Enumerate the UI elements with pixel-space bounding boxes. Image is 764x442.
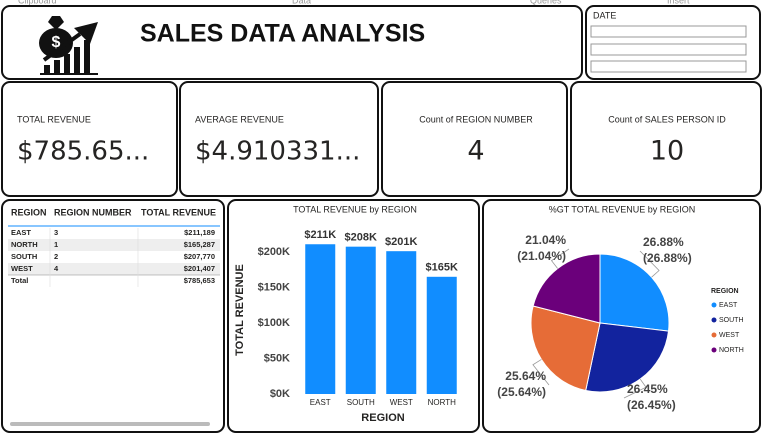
data-label: 25.64% [505, 369, 546, 383]
y-tick-label: $50K [264, 352, 290, 364]
card-label: TOTAL REVENUE [17, 114, 91, 124]
x-tick-label: EAST [310, 398, 331, 407]
card-value: $785.65... [17, 137, 149, 167]
slicer-title: DATE [593, 10, 616, 20]
table-panel [1, 199, 225, 433]
table-cell: $165,287 [184, 240, 215, 249]
data-label: $201K [385, 236, 417, 248]
bar [426, 276, 457, 394]
card-label: AVERAGE REVENUE [195, 114, 284, 124]
ribbon-label[interactable]: Data [292, 0, 311, 5]
table-cell: 3 [54, 228, 58, 237]
legend-swatch [711, 347, 717, 353]
scrollbar[interactable] [10, 422, 210, 426]
table-cell: WEST [11, 264, 33, 273]
bar [305, 244, 336, 394]
data-label: (21.04%) [517, 249, 566, 263]
table-cell: 4 [54, 264, 59, 273]
legend-title: REGION [711, 288, 739, 295]
table-header: REGION [11, 207, 47, 217]
table-cell: 2 [54, 252, 58, 261]
card-panel [1, 81, 178, 197]
ribbon-label[interactable]: Clipboard [18, 0, 57, 5]
chart-title: %GT TOTAL REVENUE by REGION [549, 204, 696, 214]
legend-label: SOUTH [719, 317, 744, 324]
legend-swatch [711, 302, 717, 308]
legend-swatch [711, 317, 717, 323]
row-band [8, 263, 220, 275]
table-cell: SOUTH [11, 252, 37, 261]
table-cell: NORTH [11, 240, 38, 249]
y-tick-label: $200K [258, 246, 290, 258]
table-cell: $201,407 [184, 264, 215, 273]
pie-slice [585, 322, 670, 393]
bar [345, 246, 376, 394]
legend-label: WEST [719, 332, 740, 339]
header-title: SALES DATA ANALYSIS [140, 20, 425, 48]
x-tick-label: NORTH [428, 398, 457, 407]
card-label: Count of REGION NUMBER [419, 114, 533, 124]
card-label: Count of SALES PERSON ID [608, 114, 726, 124]
data-label: 26.88% [643, 235, 684, 249]
data-label: (26.45%) [627, 398, 676, 412]
ribbon-label[interactable]: Insert [667, 0, 690, 5]
legend-label: NORTH [719, 347, 744, 354]
table-cell: $211,189 [184, 228, 215, 237]
data-label: $211K [304, 229, 336, 241]
leader-line [532, 359, 550, 386]
data-label: $208K [345, 232, 377, 244]
pie-slice [599, 253, 670, 332]
pie-chart: %GT TOTAL REVENUE by REGION 26.88% (26.88%… [497, 204, 743, 412]
y-axis-title: TOTAL REVENUE [234, 264, 246, 356]
svg-text:$: $ [52, 34, 61, 51]
card-value: 4 [467, 136, 484, 167]
leader-line [623, 378, 647, 399]
legend-label: EAST [719, 302, 738, 309]
data-label: 26.45% [627, 382, 668, 396]
table-cell: EAST [11, 228, 31, 237]
card-value: 10 [650, 136, 684, 167]
pie-slice [530, 305, 601, 392]
table-total: Total [11, 276, 28, 285]
bar [386, 251, 417, 394]
card-panel [570, 81, 762, 197]
data-label: (26.88%) [643, 251, 692, 265]
header-panel [1, 5, 583, 80]
y-tick-label: $100K [258, 317, 290, 329]
slicer-input[interactable] [590, 25, 747, 38]
data-label: (25.64%) [497, 385, 546, 399]
card-panel [381, 81, 568, 197]
table-cell: 1 [54, 240, 58, 249]
slicer-input[interactable] [590, 60, 747, 73]
bar-chart: TOTAL REVENUE by REGION TOTAL REVENUE REGI… [234, 204, 458, 424]
x-tick-label: SOUTH [347, 398, 375, 407]
data-label: 21.04% [525, 233, 566, 247]
data-label: $165K [426, 262, 458, 274]
card-panel [179, 81, 379, 197]
table-header: REGION NUMBER [54, 207, 132, 217]
table: REGION REGION NUMBER TOTAL REVENUE EAST 3 $21… [8, 207, 220, 287]
ribbon-label[interactable]: Queries [530, 0, 562, 5]
logo-icon: $ [39, 16, 98, 75]
legend-swatch [711, 332, 717, 338]
y-tick-label: $0K [270, 388, 290, 400]
card-value: $4.910331... [195, 137, 360, 167]
row-band [8, 239, 220, 251]
chart-title: TOTAL REVENUE by REGION [293, 204, 417, 214]
leader-line [550, 248, 570, 269]
x-tick-label: WEST [390, 398, 413, 407]
slicer-input[interactable] [590, 43, 747, 56]
leader-line [639, 250, 660, 278]
y-tick-label: $150K [258, 282, 290, 294]
table-cell: $207,770 [184, 252, 215, 261]
table-total: $785,653 [184, 276, 215, 285]
x-axis-title: REGION [361, 412, 404, 424]
table-header: TOTAL REVENUE [141, 207, 216, 217]
